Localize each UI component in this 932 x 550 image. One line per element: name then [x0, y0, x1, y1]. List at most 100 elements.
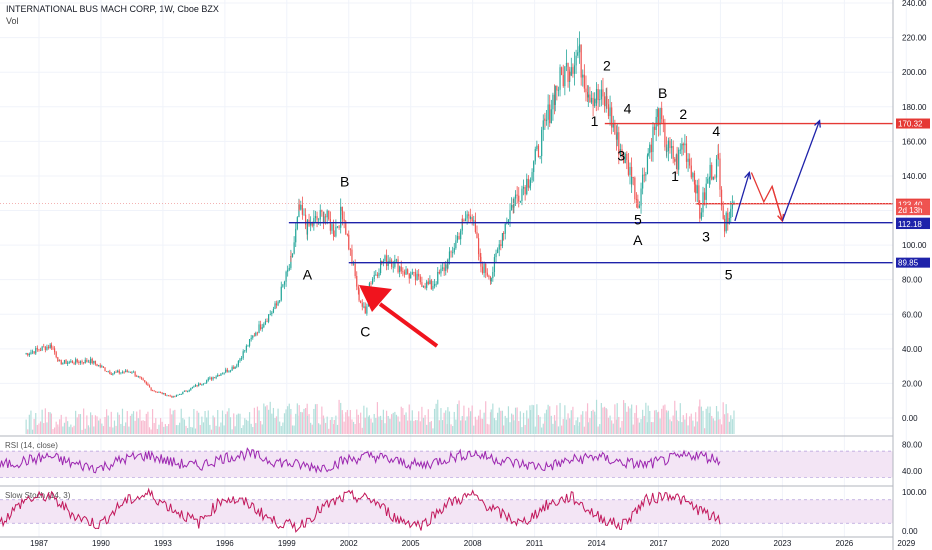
candle-body — [569, 71, 571, 76]
candle-body — [274, 303, 276, 310]
candle-body — [87, 361, 90, 363]
candle-body — [199, 383, 201, 385]
volume-bar — [564, 405, 566, 434]
volume-bar — [468, 407, 470, 434]
volume-bar — [524, 424, 526, 434]
volume-bar — [236, 414, 238, 434]
volume-bar — [389, 419, 391, 434]
volume-bar — [117, 412, 119, 434]
volume-bar — [125, 422, 127, 434]
volume-bar — [163, 426, 165, 434]
candle-body — [279, 300, 281, 302]
candle-body — [354, 263, 356, 276]
volume-bar — [25, 419, 27, 434]
candle-body — [631, 176, 633, 185]
candle-body — [456, 236, 459, 241]
volume-bar — [529, 410, 532, 434]
volume-bar — [314, 404, 317, 434]
candle-body — [600, 89, 602, 100]
candle-body — [531, 172, 533, 181]
candle-body — [288, 267, 290, 270]
candle-body — [649, 144, 651, 154]
candle-body — [358, 289, 360, 301]
volume-bar — [609, 415, 611, 434]
volume-bar — [221, 410, 224, 434]
volume-bar — [319, 424, 321, 434]
candle-body — [511, 205, 513, 211]
volume-bar — [476, 419, 478, 434]
candle-body — [63, 360, 66, 363]
volume-bar — [488, 424, 490, 434]
volume-bar — [719, 419, 721, 434]
candle-body — [220, 373, 222, 376]
candle-body — [687, 158, 689, 162]
candle-body — [635, 199, 638, 200]
volume-bar — [695, 412, 697, 434]
volume-bar — [500, 410, 502, 434]
volume-bar — [158, 424, 160, 434]
volume-bar — [156, 428, 158, 434]
candle-body — [427, 281, 429, 285]
candle-body — [583, 74, 585, 89]
volume-bar — [519, 411, 521, 434]
volume-bar — [653, 410, 656, 434]
volume-bar — [179, 422, 181, 434]
volume-bar — [477, 415, 480, 434]
candle-body — [131, 372, 133, 374]
candle-body — [619, 149, 621, 155]
volume-bar — [332, 424, 335, 434]
candle-body — [142, 378, 144, 381]
volume-bar — [575, 420, 577, 434]
volume-bar — [552, 423, 554, 434]
candle-body — [599, 99, 601, 101]
candle-body — [285, 271, 287, 282]
candle-body — [293, 242, 295, 254]
volume-bar — [426, 424, 428, 434]
osc-band — [0, 499, 893, 524]
wave-label: 3 — [617, 147, 625, 163]
volume-bar — [621, 420, 623, 434]
volume-bar — [237, 413, 239, 434]
volume-bar — [437, 399, 439, 434]
x-tick-label: 1996 — [216, 539, 234, 548]
candle-body — [689, 158, 691, 166]
volume-bar — [264, 406, 267, 434]
y-tick-label: 160.00 — [902, 137, 927, 146]
candle-body — [702, 192, 704, 213]
volume-bar — [384, 423, 386, 434]
volume-bar — [107, 415, 109, 434]
candle-body — [28, 353, 30, 356]
price-label-text: 89.85 — [898, 259, 919, 268]
volume-bar — [279, 421, 281, 434]
volume-bar — [380, 415, 382, 434]
volume-bar — [489, 412, 492, 434]
volume-bar — [73, 425, 75, 434]
candle-body — [194, 385, 197, 387]
candle-body — [408, 273, 410, 279]
x-tick-label: 2008 — [464, 539, 482, 548]
volume-bar — [207, 410, 209, 434]
volume-bar — [275, 416, 278, 434]
volume-bar — [63, 422, 66, 434]
volume-bar — [75, 410, 77, 434]
osc-title: RSI (14, close) — [5, 441, 58, 450]
candle-body — [384, 255, 386, 261]
candle-body — [96, 363, 98, 366]
candle-body — [653, 126, 656, 131]
candle-body — [65, 360, 67, 364]
candle-body — [700, 212, 702, 219]
candle-body — [445, 264, 447, 271]
volume-bar — [308, 414, 310, 434]
candle-body — [145, 381, 147, 384]
candle-body — [306, 219, 309, 235]
volume-bar — [623, 400, 625, 434]
volume-bar — [618, 416, 620, 434]
candle-body — [271, 312, 273, 315]
candle-body — [498, 244, 500, 250]
candle-body — [36, 348, 38, 350]
wave-label: 2 — [679, 106, 687, 122]
volume-bar — [357, 414, 359, 434]
volume-bar — [263, 403, 265, 434]
